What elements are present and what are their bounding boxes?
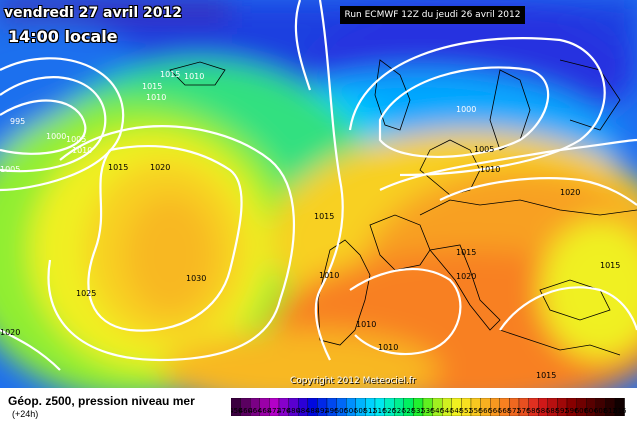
scale-label: 508 [354,407,367,415]
isobar-label: 1010 [356,320,376,329]
scale-label: 484 [296,407,310,415]
scale-label: 596 [565,407,579,415]
isobar-label: 1015 [600,261,620,270]
isobar-label: 1020 [150,163,170,172]
legend-subtitle: (+24h) [12,409,39,419]
scale-label: 580 [527,407,540,415]
scale-label: 492 [316,407,329,415]
isobar-label: 1010 [146,93,166,102]
scale-label: 468 [258,407,271,415]
isobar-label: 1015 [314,212,334,221]
scale-label: 616 [613,407,627,415]
isobar-label-group: 995 1000 1005 1010 1005 1015 1010 1015 1… [0,70,620,380]
scale-label: 460 [239,407,252,415]
isobar-label: 1005 [0,165,20,174]
scale-label: 504 [344,407,358,415]
scale-label: 528 [402,407,415,415]
scale-label: 576 [517,407,531,415]
isobar-label: 1015 [536,371,556,380]
scale-swatch [614,398,625,416]
isobar-label: 1020 [456,272,476,281]
scale-label: 608 [594,407,607,415]
isobar-label: 1010 [319,271,339,280]
model-run-label: Run ECMWF 12Z du jeudi 26 avril 2012 [340,6,525,24]
isobar-label: 1015 [142,82,162,91]
isobar-label: 1015 [456,248,476,257]
scale-label: 604 [584,407,598,415]
scale-label: 592 [556,407,569,415]
isobar-label: 1010 [480,165,500,174]
scale-label: 588 [546,407,559,415]
scale-label: 564 [488,407,502,415]
isobar-label: 1015 [108,163,128,172]
isobar-label: 995 [10,117,25,126]
scale-label: 584 [536,407,550,415]
isobar-label: 1005 [66,135,86,144]
copyright-text: Copyright 2012 Meteociel.fr [290,376,416,386]
scale-label: 544 [440,407,454,415]
scale-label: 516 [373,407,387,415]
scale-label: 552 [460,407,473,415]
isobar-label: 1015 [160,70,180,79]
scale-label: 548 [450,407,463,415]
isobar-label: 1025 [76,289,96,298]
legend-title: Géop. z500, pression niveau mer [8,394,195,408]
isobar-label: 1000 [46,132,66,141]
scale-label: 540 [431,407,444,415]
isobar-label: 1005 [474,145,494,154]
map-canvas: 995 1000 1005 1010 1005 1015 1010 1015 1… [0,0,637,388]
forecast-date: vendredi 27 avril 2012 [4,5,182,21]
scale-label: 600 [575,407,588,415]
scale-label: 480 [287,407,300,415]
scale-label: 556 [469,407,483,415]
isobar-label: 1000 [456,105,476,114]
scale-label: 568 [498,407,511,415]
isobar-label: 1010 [378,343,398,352]
scale-label: 500 [335,407,348,415]
forecast-time: 14:00 locale [8,27,118,46]
isobar-label: 1020 [560,188,580,197]
isobar-label: 1030 [186,274,206,283]
scale-label: 496 [325,407,339,415]
z500-color-scale: 4564604644684724764804844884924965005045… [231,398,627,416]
scale-label: 476 [277,407,291,415]
isobar-label: 1010 [72,146,92,155]
weather-map: 995 1000 1005 1010 1005 1015 1010 1015 1… [0,0,637,388]
scale-label: 488 [306,407,319,415]
scale-label: 512 [364,407,377,415]
isobar-label: 1010 [184,72,204,81]
scale-label: 456 [231,407,243,415]
isobar-label: 1020 [0,328,20,337]
scale-label: 464 [248,407,262,415]
scale-label: 536 [421,407,435,415]
z500-field [0,0,637,388]
scale-label: 560 [479,407,492,415]
scale-label: 532 [412,407,425,415]
legend-footer: Géop. z500, pression niveau mer (+24h) 4… [0,388,637,425]
scale-label: 524 [392,407,406,415]
scale-label: 572 [508,407,521,415]
scale-label: 472 [268,407,281,415]
isobars [0,0,637,371]
scale-label: 520 [383,407,396,415]
scale-label: 612 [604,407,617,415]
